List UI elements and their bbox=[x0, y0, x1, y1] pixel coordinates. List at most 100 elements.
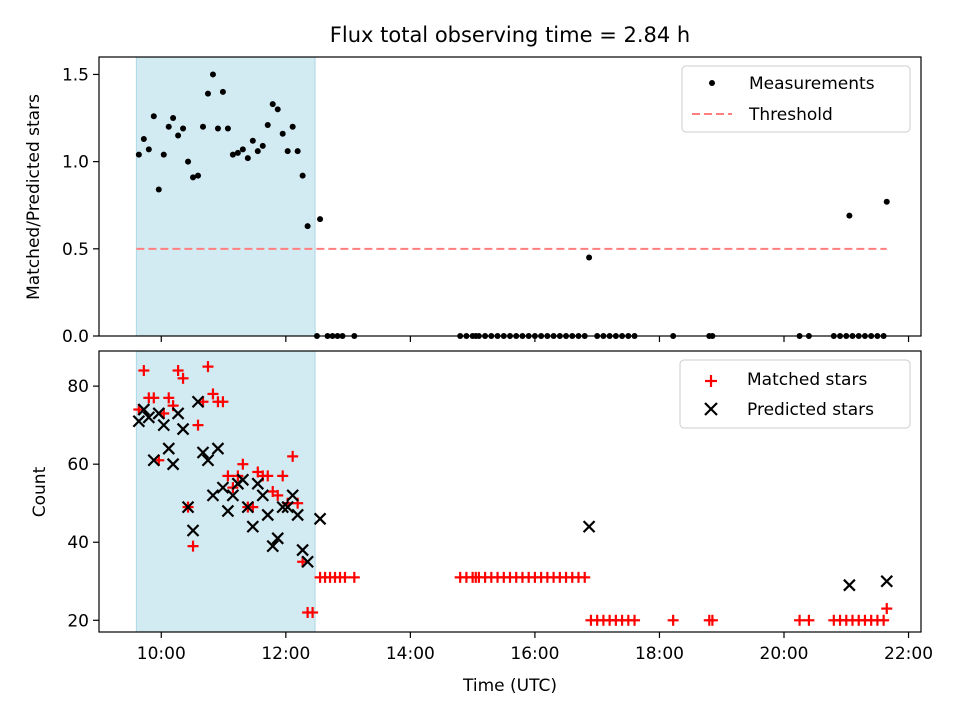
bottom-legend-box bbox=[679, 359, 911, 429]
measurement-point bbox=[199, 123, 206, 130]
predicted-stars-point bbox=[206, 489, 220, 502]
matched-stars-point bbox=[138, 365, 150, 377]
measurement-point bbox=[160, 151, 167, 158]
legend-predicted-marker bbox=[704, 402, 718, 416]
x-b bbox=[276, 500, 289, 514]
x-b bbox=[261, 508, 275, 522]
matched-stars-point bbox=[272, 489, 284, 501]
x-b bbox=[152, 407, 166, 420]
matched-stars-point bbox=[172, 365, 184, 377]
x-b bbox=[880, 574, 894, 588]
measurement-point bbox=[279, 130, 286, 137]
measurement-point bbox=[195, 172, 202, 179]
measurement-point bbox=[269, 101, 276, 108]
legend-threshold-label: Threshold bbox=[748, 105, 833, 125]
predicted-stars-point bbox=[157, 418, 171, 432]
measurement-point bbox=[155, 186, 162, 193]
x-b bbox=[241, 500, 255, 514]
measurement-point bbox=[289, 123, 296, 130]
measurement-point bbox=[234, 149, 241, 156]
matched-stars-point bbox=[222, 470, 234, 482]
measurement-point bbox=[846, 212, 853, 219]
predicted-stars-point bbox=[271, 532, 285, 545]
measurement-point bbox=[304, 223, 311, 230]
predicted-stars-point bbox=[582, 520, 596, 533]
x-b bbox=[132, 414, 146, 428]
predicted-stars-point bbox=[181, 500, 195, 514]
matched-stars-point bbox=[202, 361, 214, 373]
predicted-stars-point bbox=[226, 489, 240, 502]
x-tick-label: 12:00 bbox=[261, 644, 310, 664]
bottom-y-tick-label: 40 bbox=[67, 533, 89, 553]
x-b bbox=[206, 489, 220, 502]
predicted-stars-point bbox=[261, 508, 275, 522]
matched-stars-point bbox=[307, 606, 319, 618]
predicted-stars-point bbox=[266, 539, 280, 553]
top-y-tick-label: 1.5 bbox=[62, 65, 89, 85]
x-b bbox=[181, 500, 195, 514]
measurement-point bbox=[294, 148, 301, 155]
predicted-stars-point bbox=[843, 578, 856, 592]
measurement-point bbox=[249, 137, 256, 144]
x-tick-label: 16:00 bbox=[510, 644, 559, 664]
measurement-point bbox=[135, 151, 142, 158]
x-b bbox=[211, 442, 225, 455]
predicted-stars-point bbox=[301, 555, 314, 569]
predicted-stars-point bbox=[171, 407, 185, 420]
x-b bbox=[176, 422, 190, 436]
matched-stars-point bbox=[339, 571, 351, 583]
top-y-tick-label: 0.5 bbox=[62, 240, 89, 260]
predicted-stars-point bbox=[296, 543, 309, 557]
x-tick-label: 18:00 bbox=[635, 644, 684, 664]
x-b bbox=[256, 489, 270, 502]
predicted-stars-point bbox=[166, 457, 180, 471]
top-panel: 0.0 0.5 1.0 1.5 Matched/Predicted stars Mea… bbox=[24, 56, 922, 347]
legend-measurements-label: Measurements bbox=[749, 74, 875, 94]
x-axis-label: Time (UTC) bbox=[462, 676, 557, 696]
x-b bbox=[266, 539, 280, 553]
x-b bbox=[286, 489, 299, 502]
predicted-stars-point bbox=[880, 574, 894, 588]
matched-stars-point bbox=[177, 372, 189, 384]
measurement-point bbox=[165, 123, 172, 130]
x-tick-label: 10:00 bbox=[137, 644, 186, 664]
measurement-point bbox=[190, 174, 197, 181]
x-b bbox=[142, 411, 156, 424]
bottom-axes-frame bbox=[98, 350, 922, 633]
predicted-stars-point bbox=[256, 489, 270, 502]
x-b bbox=[246, 520, 260, 533]
predicted-stars-point bbox=[216, 481, 230, 494]
x-b bbox=[162, 442, 176, 455]
matched-stars-point bbox=[878, 614, 890, 626]
measurement-point bbox=[175, 132, 182, 139]
x-b bbox=[157, 418, 171, 432]
top-observing-window-span bbox=[135, 56, 316, 337]
legend-measurements-marker bbox=[709, 80, 715, 86]
predicted-stars-point bbox=[147, 453, 161, 467]
top-legend: Measurements Threshold bbox=[681, 65, 911, 133]
x-b bbox=[251, 477, 265, 490]
legend-matched-label: Matched stars bbox=[747, 370, 867, 390]
bottom-y-tick-label: 80 bbox=[67, 377, 89, 397]
chart-title: Flux total observing time = 2.84 h bbox=[330, 23, 690, 47]
measurement-point bbox=[586, 254, 593, 261]
measurement-point bbox=[209, 71, 216, 78]
matched-stars-point bbox=[217, 396, 229, 408]
predicted-stars-point bbox=[186, 524, 200, 537]
x-b bbox=[186, 524, 200, 537]
x-b bbox=[236, 473, 250, 487]
measurement-point bbox=[274, 106, 281, 113]
top-legend-box bbox=[681, 65, 911, 133]
x-b bbox=[291, 508, 304, 522]
x-tick-label: 14:00 bbox=[386, 644, 435, 664]
measurement-point bbox=[317, 216, 324, 223]
measurement-point bbox=[883, 198, 890, 205]
matched-stars-point bbox=[794, 614, 806, 626]
x-b bbox=[147, 453, 161, 467]
predicted-stars-point bbox=[132, 414, 146, 428]
measurement-point bbox=[244, 155, 251, 162]
predicted-stars-point bbox=[281, 500, 294, 514]
x-b bbox=[196, 446, 210, 459]
matched-stars-point bbox=[207, 388, 219, 400]
predicted-stars-point bbox=[176, 422, 190, 436]
